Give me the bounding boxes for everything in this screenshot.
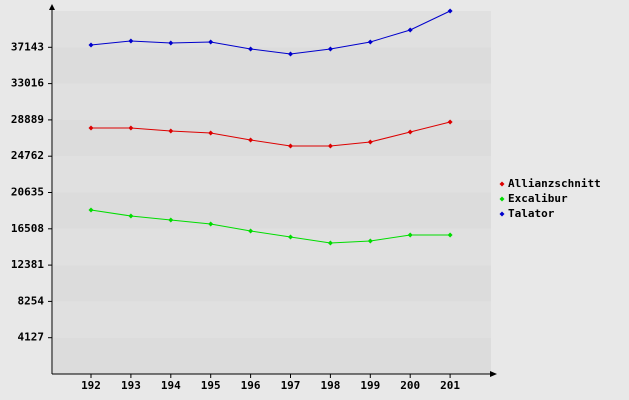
y-tick-label: 4127 [18,331,45,344]
y-axis-arrow [49,4,55,10]
series-line [91,121,451,147]
plot-stripe [53,119,491,157]
series-line [90,10,451,55]
data-point [447,232,453,238]
data-point [447,119,453,125]
data-point [407,129,413,135]
data-point [208,39,214,45]
data-point [288,143,293,149]
data-point [128,125,134,131]
data-point [367,39,373,45]
data-point [248,228,254,234]
data-point [168,40,174,46]
plot-stripe [53,337,491,374]
series-line [90,209,451,244]
data-point [447,8,453,14]
data-point [288,234,293,240]
plot-stripe [53,192,491,229]
legend-label: Talator [508,207,555,220]
x-tick-label: 193 [121,379,141,392]
data-point [208,130,214,136]
y-tick-label: 16508 [11,222,44,235]
y-tick-label: 8254 [18,294,45,307]
legend-label: Excalibur [508,192,568,205]
x-tick-label: 197 [281,379,301,392]
data-point [128,213,134,219]
plot-stripe [53,265,491,302]
data-point [168,128,174,134]
legend-marker [499,181,505,187]
x-tick-label: 198 [320,379,340,392]
legend-marker [499,211,505,217]
data-point [248,137,254,143]
data-point [208,221,214,227]
plot-stripe [53,301,491,338]
legend-marker [499,196,505,202]
plot-stripe [53,83,491,120]
x-tick-label: 194 [161,379,181,392]
x-tick-label: 199 [360,379,380,392]
x-tick-label: 192 [81,379,101,392]
y-tick-label: 20635 [11,186,44,199]
plot-stripe [53,156,491,193]
y-tick-label: 33016 [11,77,44,90]
x-axis-arrow [490,371,497,377]
data-point [168,217,174,223]
y-tick-label: 24762 [11,149,44,162]
data-point [248,46,254,52]
legend-label: Allianzschnitt [508,177,601,190]
data-point [327,240,333,246]
data-point [88,125,94,131]
data-point [88,207,94,213]
y-tick-label: 28889 [11,113,44,126]
plot-stripe [53,47,491,84]
data-point [88,42,94,48]
x-tick-label: 196 [241,379,261,392]
x-tick-label: 201 [440,379,460,392]
x-tick-label: 200 [400,379,420,392]
y-tick-label: 12381 [11,258,44,271]
x-tick-label: 195 [201,379,221,392]
data-point [288,51,293,57]
data-point [407,232,413,238]
data-point [367,139,373,145]
data-point [128,38,134,44]
data-point [407,27,413,33]
data-point [327,46,333,52]
plot-background [53,11,491,374]
y-tick-label: 37143 [11,40,44,53]
data-point [367,238,373,244]
data-point [327,143,333,149]
